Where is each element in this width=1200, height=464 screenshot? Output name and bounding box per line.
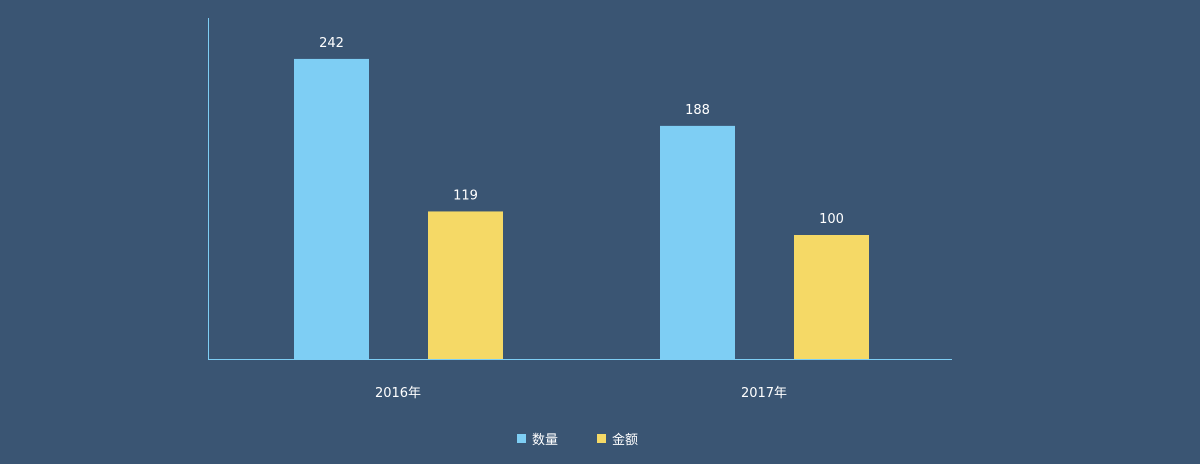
legend-swatch — [597, 434, 606, 443]
legend-item[interactable]: 金额 — [597, 432, 638, 448]
plot-area: 242 119 188 100 2016年 2017年 — [208, 18, 952, 401]
bar-series2-1 — [794, 235, 869, 359]
data-label: 100 — [819, 212, 844, 227]
legend: 数量 金额 — [517, 432, 638, 448]
bars-group — [294, 58, 869, 360]
value-labels-group: 242 119 188 100 — [319, 36, 844, 227]
bar-series1-0 — [294, 58, 369, 360]
legend-label: 数量 — [532, 433, 558, 448]
data-label: 119 — [453, 188, 478, 203]
legend-item[interactable]: 数量 — [517, 433, 558, 448]
bar-series1-1 — [660, 125, 735, 359]
x-tick-labels-group: 2016年 2017年 — [375, 386, 787, 401]
x-tick-label: 2017年 — [741, 386, 787, 401]
data-label: 188 — [685, 103, 710, 118]
x-tick-label: 2016年 — [375, 386, 421, 401]
data-label: 242 — [319, 36, 344, 51]
legend-label: 金额 — [612, 432, 638, 448]
bar-series2-0 — [428, 211, 503, 359]
legend-swatch — [517, 434, 526, 443]
